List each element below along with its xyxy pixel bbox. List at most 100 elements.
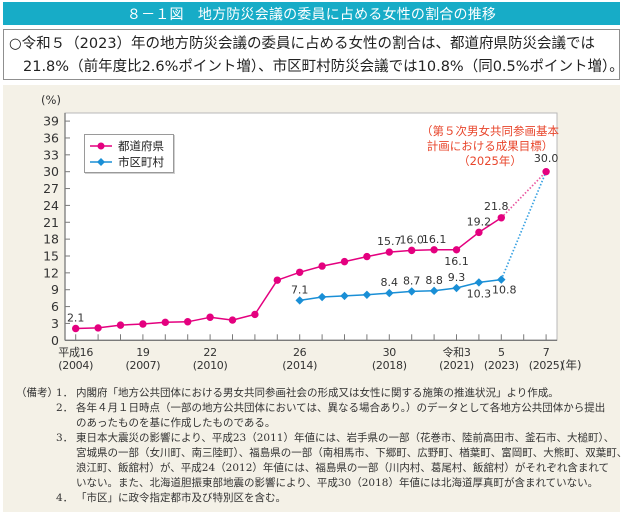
x-tick-label-year: (2010) (193, 359, 228, 372)
legend-label-municipality: 市区町村 (118, 155, 164, 169)
y-tick-label: 12 (43, 265, 59, 280)
data-point-prefecture (408, 246, 416, 255)
target-value-label: 30.0 (534, 152, 559, 165)
note-number: 4． (56, 492, 74, 504)
y-tick-label: 9 (51, 282, 59, 297)
summary-line-1: ○令和５（2023）年の地方防災会議の委員に占める女性の割合は、都道府県防災会議… (9, 36, 596, 52)
data-point-prefecture (161, 318, 169, 327)
data-label-prefecture: 16.1 (422, 233, 447, 246)
note-text: いない。また、北海道胆振東部地震の影響により、平成30（2018）年値には北海道… (76, 477, 599, 489)
data-label-prefecture: 2.1 (67, 311, 85, 324)
data-point-prefecture (318, 262, 326, 270)
y-tick-label: 30 (43, 164, 59, 179)
y-tick-label: 0 (51, 333, 59, 348)
data-point-prefecture (296, 268, 304, 276)
target-annotation-line-2: 計画における成果目標） (427, 139, 554, 153)
x-tick-label-year: (2021) (439, 359, 474, 372)
x-tick-label-year: (2025) (529, 359, 564, 372)
series-line-prefecture (75, 217, 502, 330)
x-tick-label-year: (2014) (282, 359, 317, 372)
data-point-prefecture (94, 324, 102, 332)
data-point-prefecture (385, 248, 393, 256)
legend-diamond-marker-icon (90, 158, 112, 166)
data-point-municipality (340, 291, 349, 301)
y-tick-label: 36 (43, 130, 59, 145)
x-tick-label-era: 5 (498, 346, 505, 359)
data-point-prefecture (228, 316, 237, 324)
data-label-municipality: 8.8 (425, 274, 443, 287)
x-tick-label-era: 7 (543, 346, 550, 359)
data-point-municipality (295, 296, 304, 305)
x-tick-label-year: (2023) (484, 359, 519, 372)
data-point-prefecture (340, 257, 349, 266)
y-axis-title: (%) (41, 93, 61, 107)
data-point-prefecture (206, 313, 214, 321)
y-tick-label: 3 (51, 316, 59, 331)
y-tick-label: 33 (43, 147, 59, 162)
x-axis-title: (年) (561, 358, 581, 372)
data-label-prefecture: 21.8 (484, 200, 509, 213)
y-tick-label: 21 (43, 215, 59, 230)
data-point-prefecture (251, 310, 259, 319)
x-tick-label-era: 30 (383, 346, 397, 359)
data-point-prefecture (475, 228, 483, 237)
x-tick-label-era: 22 (203, 346, 216, 359)
x-tick-label-year: (2018) (372, 359, 407, 372)
x-tick-label-year: (2004) (58, 359, 93, 372)
data-point-municipality (407, 287, 416, 296)
notes-heading: （備考） (16, 387, 58, 399)
note-text: 各年４月１日時点（一部の地方公共団体においては、異なる場合あり。）のデータとして… (76, 402, 606, 414)
x-tick-label-era: 19 (136, 346, 150, 359)
y-tick-label: 6 (51, 299, 59, 314)
data-point-municipality (317, 292, 327, 302)
x-tick-label-year: (2007) (126, 359, 161, 372)
data-label-municipality: 10.3 (467, 287, 492, 300)
data-point-municipality (362, 290, 372, 299)
y-tick-label: 39 (43, 114, 59, 129)
data-point-prefecture (452, 246, 461, 254)
x-tick-label-era: 令和3 (442, 345, 470, 359)
data-point-prefecture (72, 324, 80, 333)
data-label-prefecture: 15.7 (377, 235, 402, 248)
data-label-municipality: 8.7 (403, 274, 421, 287)
data-label-prefecture: 19.2 (467, 215, 492, 228)
x-tick-label-era: 平成16 (58, 346, 93, 359)
series-line-municipality (299, 278, 502, 302)
data-label-municipality: 7.1 (291, 283, 309, 296)
data-point-municipality (385, 288, 394, 298)
data-label-municipality: 8.4 (381, 276, 399, 289)
note-text: 「市区」に政令指定都市及び特別区を含む。 (76, 492, 286, 504)
y-tick-label: 24 (43, 198, 59, 213)
summary-box: ○令和５（2023）年の地方防災会議の委員に占める女性の割合は、都道府県防災会議… (3, 29, 624, 80)
note-text: 浪江町、飯舘村）が、平成24（2012）年値には、福島県の一部（川内村、葛尾村、… (76, 462, 610, 474)
note-number: 3． (56, 432, 74, 444)
target-annotation-line-1: （第５次男女共同参画基本 (421, 124, 559, 138)
data-label-municipality: 10.8 (492, 284, 517, 297)
target-point (542, 167, 550, 176)
note-number: 1． (56, 387, 74, 399)
data-point-prefecture (430, 246, 438, 254)
projection-line-prefecture (500, 171, 547, 219)
note-text: のあったものを基に作成したものである。 (76, 417, 276, 429)
note-text: 内閣府「地方公共団体における男女共同参画社会の形成又は女性に関する施策の推進状況… (76, 387, 559, 399)
data-label-prefecture: 16.1 (444, 255, 469, 268)
data-point-prefecture (273, 276, 281, 284)
chart-legend: 都道府県 市区町村 (84, 134, 174, 173)
data-point-prefecture (363, 252, 371, 261)
y-tick-label: 15 (43, 248, 59, 263)
figure-title-bar: ８－１図 地方防災会議の委員に占める女性の割合の推移 (3, 2, 620, 25)
x-tick-label-era: 26 (293, 346, 307, 359)
data-label-prefecture: 16.0 (399, 233, 424, 246)
data-point-municipality (474, 278, 484, 287)
plot-layer: 036912151821242730333639平成16(2004)19(200… (43, 112, 564, 372)
y-tick-label: 27 (43, 181, 59, 196)
summary-line-2: 21.8%（前年度比2.6%ポイント増）、市区町村防災会議では10.8%（同0.… (23, 59, 624, 75)
projection-line-municipality (500, 171, 547, 280)
data-point-prefecture (184, 318, 192, 326)
data-point-municipality (452, 283, 461, 293)
legend-label-prefecture: 都道府県 (118, 139, 164, 153)
note-number: 2． (56, 402, 74, 414)
line-chart: 036912151821242730333639平成16(2004)19(200… (41, 93, 581, 372)
data-point-prefecture (116, 321, 125, 329)
